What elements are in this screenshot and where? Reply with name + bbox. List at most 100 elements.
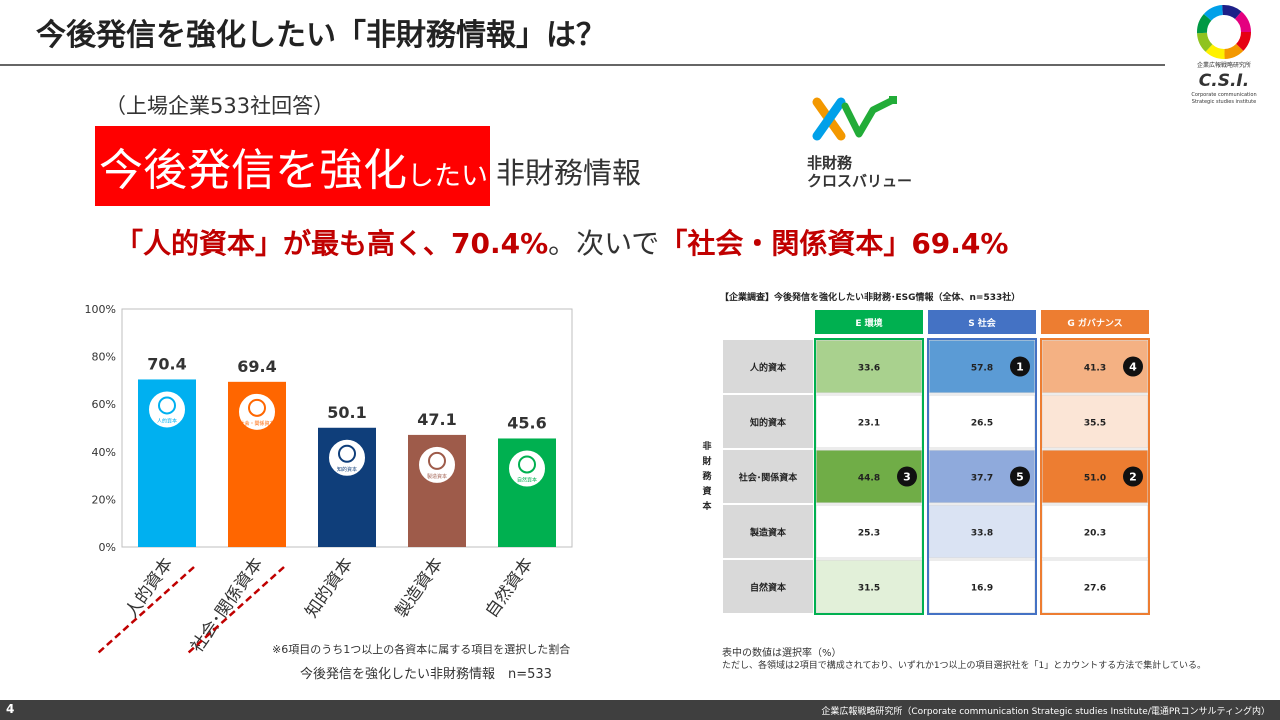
rank-badge (897, 466, 917, 487)
summary-line: 「人的資本」が最も高く、70.4%。次いで「社会・関係資本」69.4% (115, 222, 1008, 262)
row-axis-label: 非 (702, 440, 711, 452)
column-header-label: E 環境 (855, 317, 882, 329)
capital-badge-icon (147, 389, 187, 430)
rank-badge (1010, 356, 1030, 377)
column-header-label: G ガバナンス (1067, 317, 1122, 329)
heatmap-cell (815, 394, 923, 449)
column-frame (927, 338, 1037, 615)
row-axis-label: 本 (702, 500, 712, 512)
row-header-label: 社会･関係資本 (738, 472, 799, 484)
bar-value-label: 70.4 (147, 354, 186, 373)
capital-badge-icon (507, 448, 547, 489)
chart-sample-note: 今後発信を強化したい非財務情報 n=533 (300, 667, 552, 682)
heatmap-value: 33.6 (858, 364, 880, 374)
capital-symbol-icon (428, 451, 446, 470)
csi-caption3: Strategic studies institute (1192, 99, 1256, 105)
rank-number: 4 (1129, 361, 1137, 374)
csi-logo-text: C.S.I. (1199, 71, 1249, 91)
heatmap-value: 23.1 (858, 419, 880, 429)
capital-badge-label: 自然資本 (517, 476, 537, 483)
heatmap-value: 44.8 (858, 474, 880, 484)
column-header-label: S 社会 (968, 317, 997, 329)
row-header (721, 503, 815, 560)
cross-value-mark-icon (812, 96, 897, 141)
table-title: 【企業調査】今後発信を強化したい非財務･ESG情報（全体、n=533社） (720, 293, 1021, 303)
rank-number: 5 (1016, 471, 1024, 484)
rank-badge (1123, 466, 1143, 487)
summary-part3: 「社会・関係資本」69.4% (659, 227, 1009, 260)
y-tick-label: 60% (92, 398, 116, 411)
column-header (815, 310, 923, 334)
row-header-label: 知的資本 (749, 417, 787, 429)
row-header (721, 448, 815, 505)
capital-badge-label: 製造資本 (427, 473, 447, 480)
heatmap-cell (928, 504, 1036, 559)
column-frame (1040, 338, 1150, 615)
headline-big: 今後発信を強化 (99, 145, 407, 196)
heatmap-value: 51.0 (1084, 474, 1106, 484)
rank-number: 3 (903, 471, 911, 484)
heatmap-value: 37.7 (971, 474, 993, 484)
heatmap-cell (928, 394, 1036, 449)
summary-part2: 。次いで (548, 227, 660, 260)
footer-bar (0, 700, 1280, 720)
heatmap-value: 27.6 (1084, 584, 1106, 594)
row-header (721, 558, 815, 615)
heatmap-cell (1041, 504, 1149, 559)
csi-caption1: 企業広報戦略研究所 (1197, 61, 1251, 69)
cross-value-line1: 非財務 (807, 154, 853, 172)
column-header (928, 310, 1036, 334)
capital-badge-icon (417, 444, 457, 485)
rank-badge (1010, 466, 1030, 487)
headline-small: したい (407, 160, 488, 192)
row-header (721, 338, 815, 395)
column-header (1041, 310, 1149, 334)
x-tick-label: 製造資本 (392, 554, 447, 621)
y-tick-label: 20% (92, 493, 116, 506)
heatmap-cell (815, 504, 923, 559)
heatmap-value: 41.3 (1084, 364, 1106, 374)
y-tick-label: 40% (92, 446, 116, 459)
heatmap-cell (815, 339, 923, 394)
bar-value-label: 50.1 (327, 403, 366, 422)
heatmap-cell (1041, 394, 1149, 449)
capital-symbol-icon (338, 444, 356, 463)
bar-chart: 0%20%40%60%80%100%70.4人的資本人的資本69.4社会・関係資… (85, 303, 573, 655)
capital-symbol-icon (518, 455, 536, 474)
headline-highlight: 今後発信を強化 したい (95, 126, 490, 206)
page-number: 4 (6, 702, 15, 716)
row-axis-label: 財 (701, 455, 711, 467)
row-axis-label: 務 (702, 470, 712, 482)
cross-value-line2: クロスバリュー (807, 172, 912, 190)
capital-badge-label: 知的資本 (337, 466, 357, 473)
bar-value-label: 45.6 (507, 413, 546, 432)
y-tick-label: 0% (99, 541, 116, 554)
x-tick-label: 知的資本 (302, 554, 357, 621)
row-header-label: 自然資本 (750, 582, 787, 594)
heatmap-value: 26.5 (971, 419, 993, 429)
heatmap-value: 33.8 (971, 529, 993, 539)
chart-footnote: ※6項目のうち1つ以上の各資本に属する項目を選択した割合 (272, 643, 571, 656)
capital-symbol-icon (158, 396, 176, 415)
column-frame (814, 338, 924, 615)
x-tick-label: 人的資本 (122, 554, 177, 621)
heatmap-value: 16.9 (971, 584, 993, 594)
summary-part1: 「人的資本」が最も高く、70.4% (115, 227, 549, 260)
heatmap-value: 31.5 (858, 584, 880, 594)
x-tick-label: 社会･関係資本 (187, 554, 267, 655)
capital-badge-label: 社会・関係資本 (239, 420, 274, 427)
rank-number: 2 (1129, 471, 1137, 484)
heatmap-value: 57.8 (971, 364, 993, 374)
capital-badge-label: 人的資本 (157, 417, 177, 424)
cross-value-logo: 非財務 クロスバリュー (805, 96, 915, 196)
row-header-label: 人的資本 (749, 362, 787, 374)
headline: 今後発信を強化 したい 非財務情報 (95, 126, 641, 206)
y-tick-label: 80% (92, 351, 116, 364)
row-header-label: 製造資本 (749, 527, 787, 539)
headline-rest: 非財務情報 (496, 156, 642, 190)
capital-symbol-icon (248, 398, 266, 417)
bar-value-label: 47.1 (417, 410, 456, 429)
heatmap-value: 35.5 (1084, 419, 1106, 429)
row-axis-label: 資 (702, 485, 711, 497)
